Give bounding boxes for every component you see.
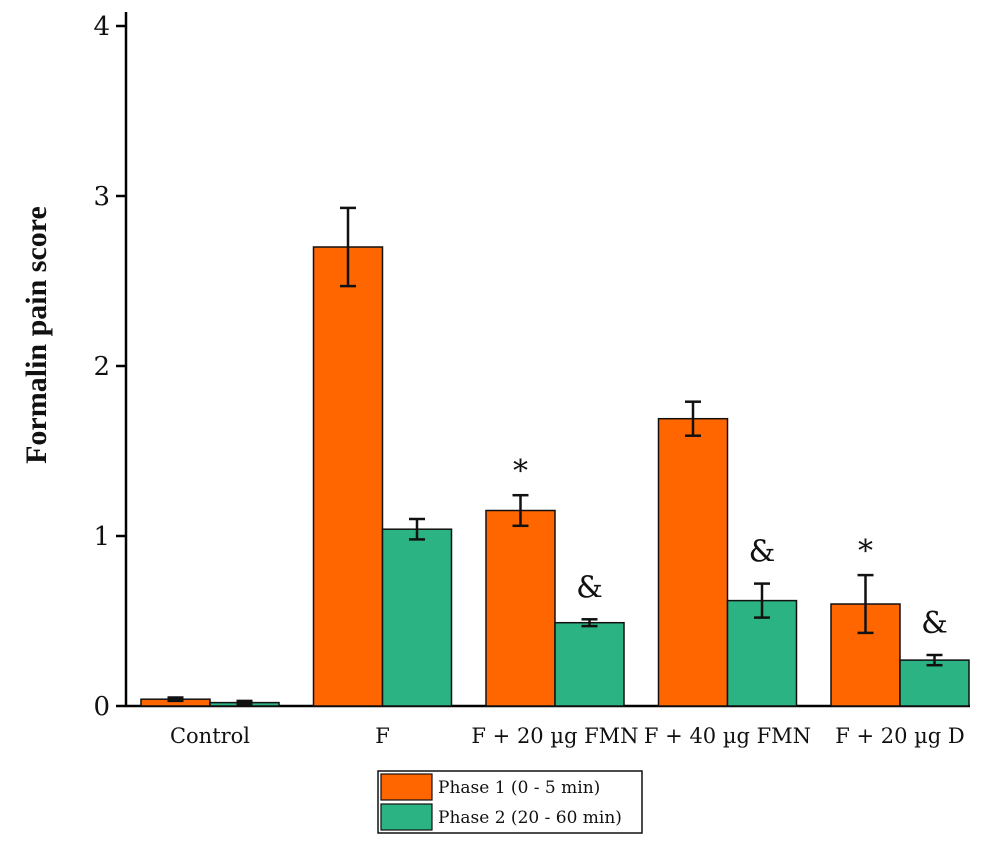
- bar: [381, 528, 453, 707]
- significance-marker: *: [858, 534, 873, 569]
- significance-marker: &: [749, 535, 776, 570]
- bar: [485, 509, 556, 707]
- bar: [657, 417, 729, 707]
- x-tick-label: F + 20 µg D: [835, 724, 965, 748]
- legend: Phase 1 (0 - 5 min) Phase 2 (20 - 60 min): [377, 770, 643, 834]
- legend-swatch: [380, 803, 433, 831]
- y-axis-label: Formalin pain score: [20, 206, 53, 464]
- bar: [554, 621, 625, 707]
- legend-label: Phase 1 (0 - 5 min): [438, 778, 600, 798]
- y-tick-label: 2: [93, 352, 110, 382]
- labels: Control F * & F + 20 µg FMN & F + 40 µg FMN * & F…: [170, 454, 965, 748]
- significance-marker: *: [513, 454, 528, 489]
- y-tick-label: 0: [93, 692, 110, 722]
- x-tick-label: F + 40 µg FMN: [644, 724, 811, 748]
- bar: [899, 659, 970, 707]
- y-tick-label: 1: [93, 522, 110, 552]
- legend-label: Phase 2 (20 - 60 min): [438, 808, 622, 828]
- bars: [140, 206, 970, 707]
- y-tick-label: 4: [93, 12, 110, 42]
- legend-swatch: [380, 773, 433, 801]
- x-tick-label: F + 20 µg FMN: [471, 724, 638, 748]
- significance-marker: &: [921, 606, 948, 641]
- y-tick-label: 3: [93, 182, 110, 212]
- x-tick-label: Control: [170, 724, 250, 748]
- significance-marker: &: [576, 570, 603, 605]
- x-tick-label: F: [375, 724, 390, 748]
- bar: [312, 246, 384, 707]
